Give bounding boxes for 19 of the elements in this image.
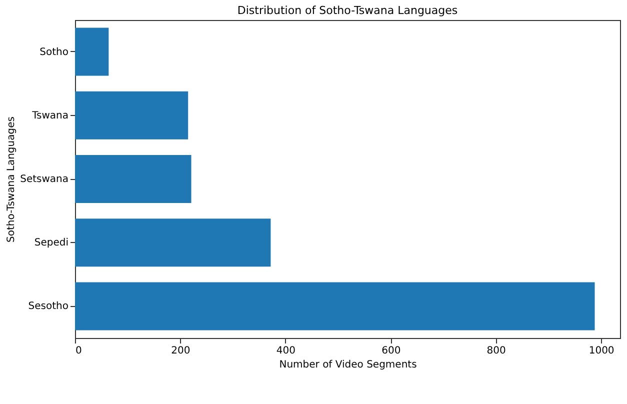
x-tick-label: 800 — [486, 346, 506, 356]
y-tick-label: Sesotho — [28, 301, 68, 312]
x-tick-label: 1000 — [588, 346, 614, 356]
y-axis-title: Sotho-Tswana Languages — [6, 116, 18, 242]
bar — [75, 91, 188, 140]
x-tick-label: 600 — [382, 346, 401, 356]
bar — [75, 218, 271, 267]
x-axis-title: Number of Video Segments — [279, 360, 417, 370]
bar — [75, 155, 192, 203]
y-tick-label: Tswana — [31, 110, 68, 122]
y-tick-label: Setswana — [20, 174, 68, 185]
x-tick-label: 200 — [171, 346, 190, 356]
chart-title: Distribution of Sotho-Tswana Languages — [237, 4, 458, 17]
y-tick-label: Sotho — [40, 46, 68, 58]
x-tick-label: 400 — [276, 346, 296, 356]
bar — [75, 28, 109, 76]
x-tick-label: 0 — [76, 346, 82, 356]
y-tick-label: Sepedi — [34, 238, 68, 249]
bar — [75, 282, 595, 330]
